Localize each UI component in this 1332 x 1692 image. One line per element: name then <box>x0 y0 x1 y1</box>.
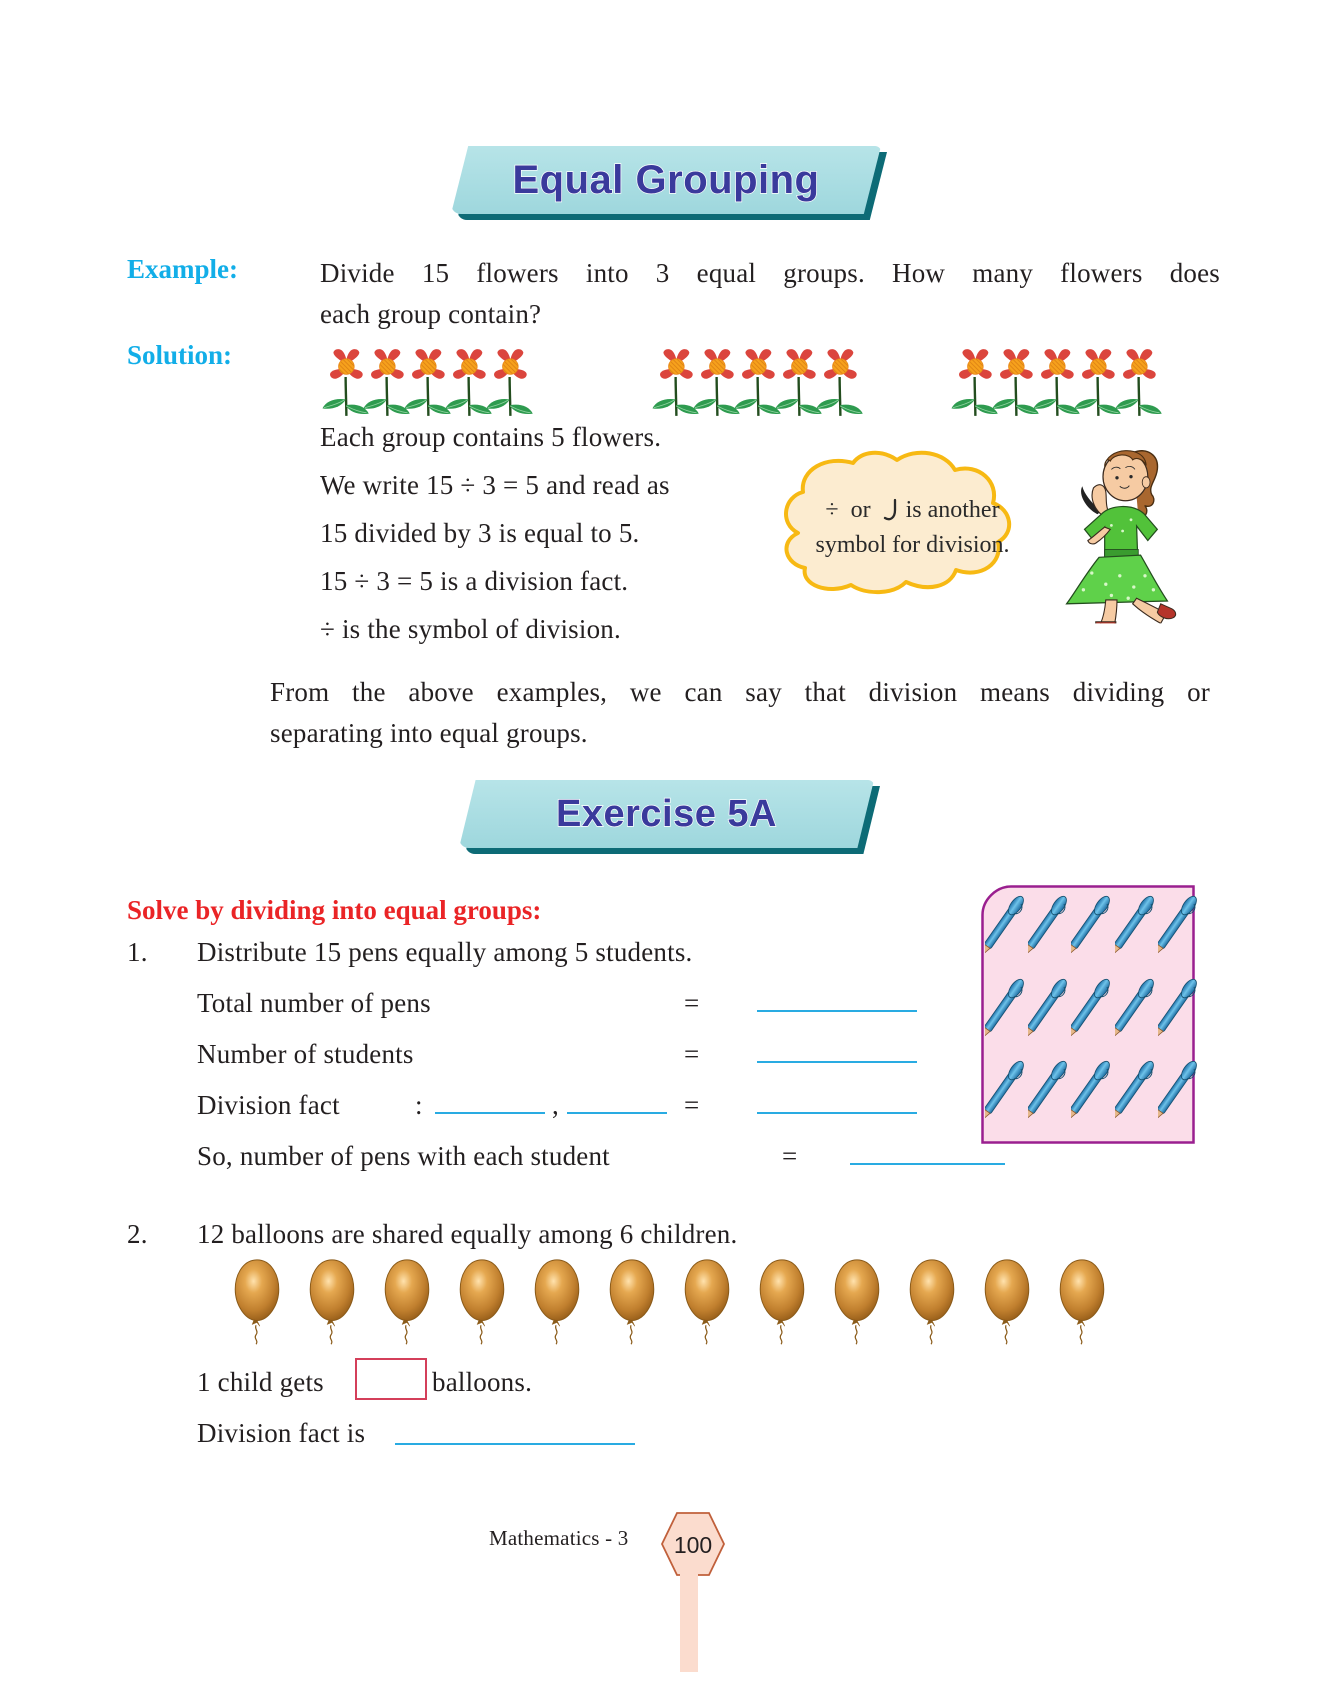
svg-text:100: 100 <box>674 1532 712 1558</box>
